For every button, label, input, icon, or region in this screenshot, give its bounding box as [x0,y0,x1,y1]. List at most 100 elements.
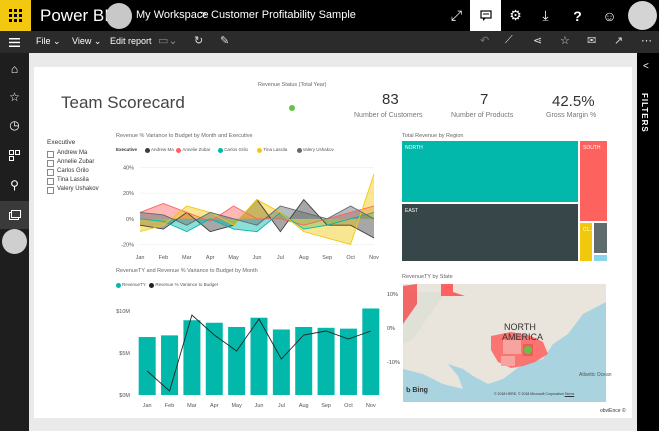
app-launcher-button[interactable] [0,0,31,31]
y-tick-label: 40% [123,166,134,172]
revenue-bar-chart[interactable]: $10M $5M $0M Jan Feb Mar Apr May Jun Jul Aug Sep Oct… [112,291,402,413]
chart-icon[interactable]: ⟋ [505,34,513,46]
bar[interactable] [138,337,156,395]
hamburger-icon[interactable] [0,31,29,53]
file-menu[interactable]: File ⌄ [36,36,61,47]
screen-icon[interactable]: ▭⌄ [158,35,178,47]
star-icon[interactable]: ☆ [9,90,20,104]
treemap-tile[interactable] [594,223,607,253]
help-icon[interactable]: ? [573,7,582,24]
more-icon[interactable]: ⋯ [641,35,652,47]
y-tick-label: $0M [119,393,130,399]
slicer-item-label[interactable]: Annelie Zubar [57,159,95,165]
x-tick-label: Jan [143,403,152,409]
star-icon[interactable]: ☆ [560,35,570,47]
undo-icon[interactable]: ↶ [480,35,490,47]
variance-line[interactable] [146,314,371,392]
x-tick-label: Apr [210,403,219,409]
bar[interactable] [339,328,357,395]
chevron-left-icon[interactable]: < [643,61,649,72]
slicer-item-label[interactable]: Carlos Grilo [57,168,89,174]
bar[interactable] [362,308,380,395]
x-tick-label: Feb [165,403,174,409]
file-menu-label: File [36,36,51,46]
legend-marker [257,148,263,153]
map-attribution-text: © 2018 HERE, © 2018 Microsoft Corporatio… [494,392,564,396]
download-icon[interactable]: ⤓ [542,7,549,23]
kpi-margin-value: 42.5% [552,93,595,110]
slicer-checkbox[interactable] [47,151,54,158]
region-treemap[interactable]: NORTH SOUTH EAST CL... [402,141,608,261]
view-menu[interactable]: View ⌄ [72,36,101,47]
x-tick-label: May [231,403,242,409]
breadcrumb-workspace[interactable]: My Workspace [136,9,209,21]
area-series-line[interactable] [139,211,375,233]
slicer-checkbox[interactable] [47,187,54,194]
bar[interactable] [295,326,313,395]
breadcrumb-separator: > [200,9,207,21]
x-tick-label: Jul [278,403,285,409]
state-map[interactable] [403,284,606,402]
kpi-products-value: 7 [480,91,489,108]
bar[interactable] [183,320,201,395]
pin-icon[interactable]: ✎ [220,35,230,47]
treemap-tile[interactable] [402,204,578,261]
treemap-tile-label: EAST [405,208,418,214]
bar[interactable] [161,335,179,395]
comment-icon[interactable] [470,0,501,31]
bar[interactable] [272,329,290,395]
people-icon[interactable]: ⚲ [10,178,19,192]
slicer-checkbox[interactable] [47,160,54,167]
slicer-checkbox[interactable] [47,178,54,185]
treemap-tile[interactable] [402,141,578,202]
workspace-avatar-rail[interactable] [2,229,27,254]
bar[interactable] [228,326,246,395]
treemap-tile[interactable] [594,255,607,261]
bing-icon: ᑲ [406,387,411,394]
area-series[interactable] [140,206,374,226]
treemap-tile[interactable] [580,141,607,221]
bar[interactable] [250,317,268,395]
map-label-america: AMERICA [502,332,544,342]
clock-icon[interactable]: ◷ [9,118,20,132]
legend-marker [218,148,224,153]
treemap-tile[interactable] [580,223,592,261]
brand-title[interactable]: Power BI [40,6,109,25]
smiley-icon[interactable]: ☺ [602,7,617,24]
grid-icon[interactable] [0,141,29,169]
area-series-line[interactable] [139,173,375,245]
chevron-down-icon: ⌄ [93,36,102,46]
gear-icon[interactable]: ⚙ [509,7,522,23]
bar[interactable] [205,322,223,395]
mail-icon[interactable]: ✉ [587,35,597,47]
area-series-line[interactable] [139,202,375,226]
slicer-item-label[interactable]: Valery Ushakov [57,186,99,192]
bar[interactable] [317,327,335,395]
command-bar: File ⌄ View ⌄ Edit report ▭⌄ ↻ ✎ ↶ ⟋ ⋖ ☆… [0,31,659,53]
y-tick-label: $5M [119,351,130,357]
legend-label: Valery Ushakov [302,147,334,152]
variance-area-chart[interactable]: 40% 20% 0% -20% Jan Feb Mar Apr May Jun Jul Aug Sep O… [112,155,382,265]
chart1-title: Revenue % Variance to Budget by Month an… [116,133,253,139]
refresh-icon[interactable]: ↻ [194,35,204,47]
status-indicator[interactable] [289,105,295,111]
home-icon[interactable]: ⌂ [10,62,19,76]
edit-report-button[interactable]: Edit report [110,36,152,46]
expand-icon[interactable]: ⤢ [450,7,463,23]
area-series-line[interactable] [139,205,375,226]
slicer-item-label[interactable]: Andrew Ma [57,150,88,156]
area-series[interactable] [140,203,374,226]
filters-pane[interactable]: < FILTERS [637,53,659,431]
legend-label: Tina Lassila [263,147,288,152]
map-label-north: NORTH [504,322,536,332]
x-tick-label: Nov [366,403,376,409]
legend-label: Revenue % Variance to Budget [155,282,218,287]
slicer-checkbox[interactable] [47,169,54,176]
map-terms-link[interactable]: Terms [564,392,575,396]
workspace-icon[interactable] [0,201,29,229]
export-icon[interactable]: ↗ [614,35,624,47]
treemap-tile-label: NORTH [405,145,423,151]
user-avatar[interactable] [628,1,657,30]
share-icon[interactable]: ⋖ [533,35,543,47]
slicer-item-label[interactable]: Tina Lassila [57,177,89,183]
